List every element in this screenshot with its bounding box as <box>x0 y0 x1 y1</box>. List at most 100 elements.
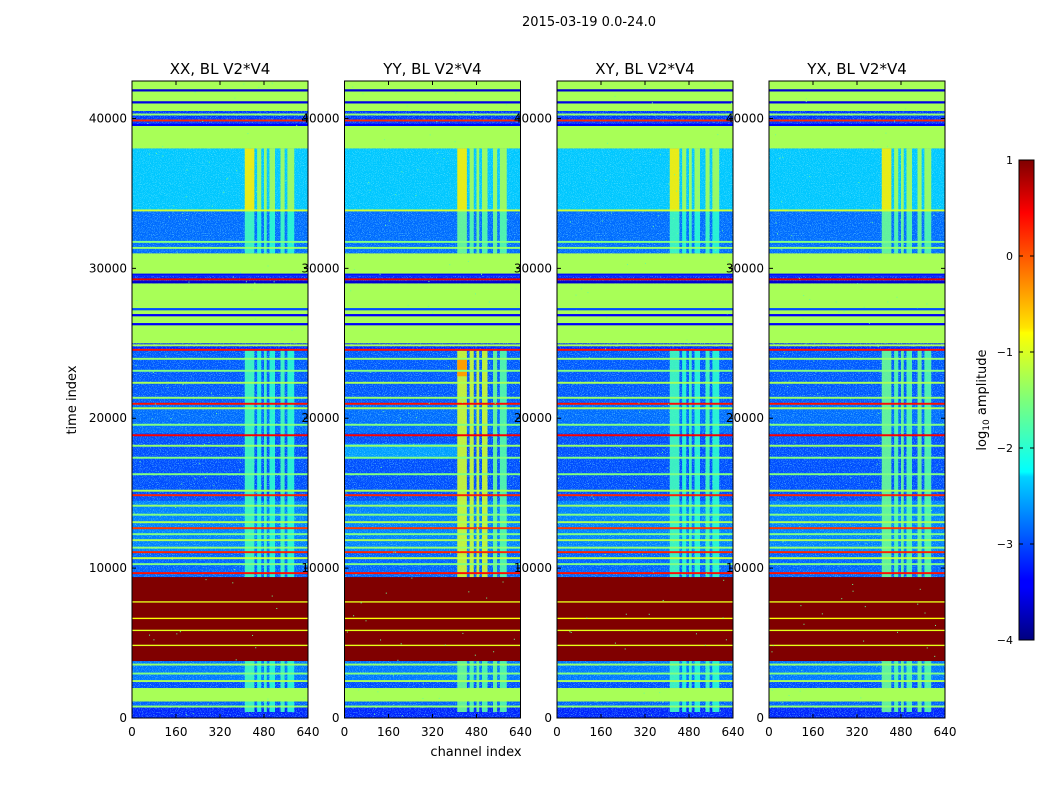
speckle <box>604 554 606 556</box>
speckle <box>292 243 294 245</box>
y-tick-label: 30000 <box>89 261 127 275</box>
stripe-row <box>769 572 945 575</box>
speckle <box>385 592 387 594</box>
speckle <box>714 197 716 199</box>
y-axis-label: time index <box>65 365 80 434</box>
speckle <box>899 219 901 221</box>
speckle <box>471 187 473 189</box>
stripe-row <box>557 672 733 675</box>
speckle <box>772 645 774 647</box>
rfi-channel-cell <box>881 148 892 212</box>
panel-title: XX, BL V2*V4 <box>170 60 271 78</box>
speckle <box>868 257 870 259</box>
speckle <box>799 690 801 692</box>
rfi-channel-cell <box>269 148 275 212</box>
speckle <box>481 448 483 450</box>
speckle <box>926 512 928 514</box>
stripe-row <box>344 344 521 347</box>
y-tick-label: 20000 <box>726 411 764 425</box>
rfi-channel-cell <box>482 350 488 578</box>
rfi-channel-cell <box>669 148 680 212</box>
stripe-row <box>557 504 733 507</box>
colorbar-gradient <box>1018 159 1035 641</box>
speckle <box>558 521 560 523</box>
speckle <box>470 414 472 416</box>
x-tick-label: 160 <box>802 725 825 739</box>
stripe-row <box>344 396 521 399</box>
rfi-channel-cell <box>287 211 295 254</box>
speckle <box>267 698 269 700</box>
stripe-row <box>132 680 308 683</box>
speckle <box>669 411 671 413</box>
speckle <box>513 392 515 394</box>
speckle <box>885 132 887 134</box>
y-tick-label: 40000 <box>89 111 127 125</box>
speckle <box>474 654 476 656</box>
gap-row <box>132 123 308 126</box>
stripe-row <box>769 644 945 647</box>
speckle <box>887 301 889 303</box>
speckle <box>663 449 665 451</box>
speckle <box>429 134 431 136</box>
gap-row <box>557 123 733 126</box>
rfi-channel-cell <box>257 211 262 254</box>
speckle <box>234 97 236 99</box>
stripe-row <box>344 119 521 122</box>
stripe-row <box>557 629 733 632</box>
gap-row <box>769 89 945 92</box>
rfi-channel-cell <box>469 148 474 212</box>
rfi-channel-cell <box>894 148 899 212</box>
speckle <box>838 311 840 313</box>
speckle <box>683 483 685 485</box>
speckle <box>210 392 212 394</box>
stripe-row <box>769 119 945 122</box>
speckle <box>783 352 785 354</box>
speckle <box>649 151 651 153</box>
speckle <box>725 639 727 641</box>
speckle <box>502 665 504 667</box>
speckle <box>422 698 424 700</box>
stripe-row <box>557 557 733 560</box>
x-tick-label: 160 <box>590 725 613 739</box>
speckle <box>387 498 389 500</box>
speckle <box>865 543 867 545</box>
speckle <box>821 613 823 615</box>
y-tick-label: 10000 <box>514 561 552 575</box>
speckle <box>428 402 430 404</box>
speckle <box>652 226 654 228</box>
rfi-channel-cell <box>924 148 932 212</box>
colorbar-tick-label: −3 <box>997 538 1013 551</box>
speckle <box>809 176 811 178</box>
colorbar: 1 0 −1 −2 −3 −4 log10 amplitude <box>975 154 1035 647</box>
speckle <box>267 265 269 267</box>
stripe-row <box>132 644 308 647</box>
stripe-row <box>769 546 945 549</box>
speckle <box>194 91 196 93</box>
speckle <box>472 112 474 114</box>
speckle <box>352 86 354 88</box>
stripe-row <box>132 663 308 666</box>
speckle <box>657 215 659 217</box>
speckle <box>358 689 360 691</box>
stripe-row <box>769 407 945 410</box>
rfi-channel-cell <box>881 211 892 254</box>
x-tick-label: 160 <box>165 725 188 739</box>
speckle <box>843 558 845 560</box>
speckle <box>704 644 706 646</box>
speckle <box>805 343 807 345</box>
flagged-block <box>132 253 308 276</box>
speckle <box>399 474 401 476</box>
speckle <box>638 402 640 404</box>
speckle <box>782 541 784 543</box>
speckle <box>173 205 175 207</box>
speckle <box>438 697 440 699</box>
speckle <box>817 393 819 395</box>
gap-row <box>769 101 945 104</box>
speckle <box>276 521 278 523</box>
speckle <box>483 223 485 225</box>
x-tick-label: 320 <box>846 725 869 739</box>
speckle <box>223 191 225 193</box>
speckle <box>696 529 698 531</box>
stripe-row <box>769 601 945 603</box>
